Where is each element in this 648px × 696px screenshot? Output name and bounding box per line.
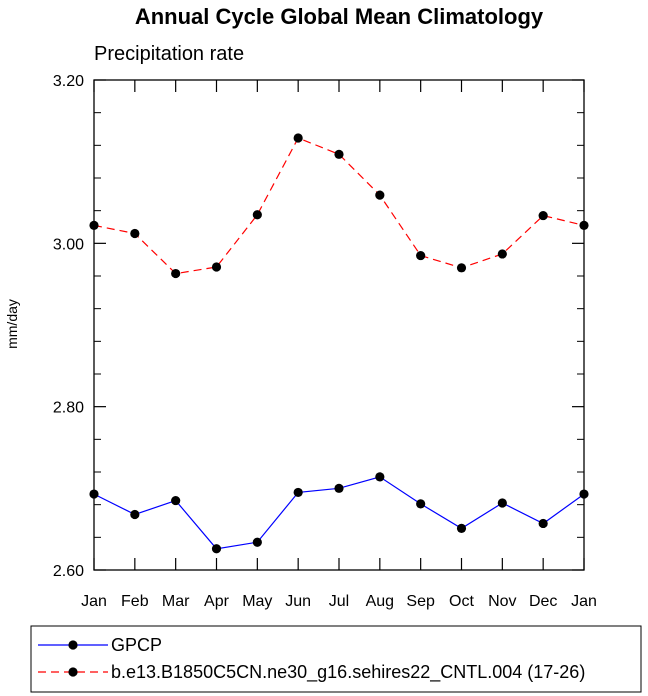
series-1-point xyxy=(538,518,548,529)
legend: GPCP b.e13.B1850C5CN.ne30_g16.sehires22_C… xyxy=(38,635,585,683)
series-2-point xyxy=(416,250,426,261)
series-1-point xyxy=(375,472,385,482)
x-tick-label: Mar xyxy=(162,593,190,610)
x-tick-label: Nov xyxy=(488,593,516,610)
series-1-point xyxy=(130,509,140,520)
series-2-point xyxy=(130,228,140,239)
y-tick-label: 2.60 xyxy=(53,563,84,580)
series-1-point xyxy=(252,537,262,547)
series-2-point xyxy=(211,262,222,272)
plot-frame xyxy=(93,79,585,571)
series-1-point xyxy=(171,495,181,506)
y-tick-label: 3.20 xyxy=(53,73,84,90)
x-tick-label: Sep xyxy=(406,593,435,610)
series-1-point xyxy=(456,523,467,533)
series-2-point xyxy=(171,268,181,279)
x-tick-label: Jan xyxy=(81,593,107,610)
series-layer xyxy=(89,133,589,554)
legend-marker-2 xyxy=(68,667,78,677)
x-tick-label: May xyxy=(242,593,272,610)
x-tick-label: Aug xyxy=(366,593,394,610)
x-tick-label: Dec xyxy=(529,593,557,610)
y-tick-label: 3.00 xyxy=(53,236,84,253)
legend-label-2: b.e13.B1850C5CN.ne30_g16.sehires22_CNTL.… xyxy=(111,662,585,683)
series-1-point xyxy=(334,483,344,493)
series-2-point xyxy=(456,263,467,273)
chart-subtitle: Precipitation rate xyxy=(94,43,244,65)
series-1-point xyxy=(293,487,303,498)
series-1-point xyxy=(416,499,426,509)
x-tick-label: Jan xyxy=(571,593,597,610)
series-2-point xyxy=(497,249,507,259)
legend-label-1: GPCP xyxy=(111,635,162,655)
x-tick-labels: Jan Feb Mar Apr May Jun Jul Aug Sep Oct Nov Dec Jan xyxy=(81,593,597,610)
minor-ticks xyxy=(94,112,584,538)
series-2-point xyxy=(252,210,262,220)
y-tick-labels: 2.60 2.80 3.00 3.20 xyxy=(53,73,84,580)
series-2-point xyxy=(334,149,344,159)
x-tick-label: Apr xyxy=(204,593,230,610)
legend-marker-1 xyxy=(68,640,78,650)
x-tick-label: Oct xyxy=(449,593,474,610)
y-axis-label: mm/day xyxy=(4,299,20,349)
y-tick-label: 2.80 xyxy=(53,400,84,417)
series-2-point xyxy=(293,133,303,143)
legend-box xyxy=(30,625,642,693)
series-1-point xyxy=(497,498,507,508)
x-tick-label: Feb xyxy=(121,593,149,610)
series-2-point xyxy=(375,190,385,200)
chart-title: Annual Cycle Global Mean Climatology xyxy=(135,4,544,29)
x-tick-label: Jul xyxy=(329,593,349,610)
x-tick-label: Jun xyxy=(285,593,311,610)
series-1-point xyxy=(211,544,222,554)
series-2-point xyxy=(538,210,548,221)
